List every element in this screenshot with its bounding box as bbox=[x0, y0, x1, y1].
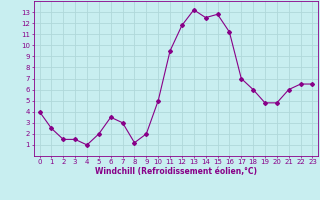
X-axis label: Windchill (Refroidissement éolien,°C): Windchill (Refroidissement éolien,°C) bbox=[95, 167, 257, 176]
